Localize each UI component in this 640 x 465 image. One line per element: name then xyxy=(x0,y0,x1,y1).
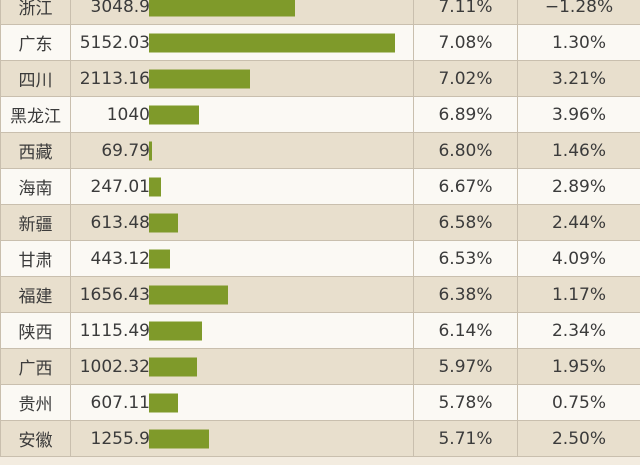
rate1-cell: 6.38% xyxy=(413,276,518,313)
value-bar xyxy=(149,33,395,52)
rate2-cell: 2.34% xyxy=(517,312,640,349)
province-name: 广东 xyxy=(0,24,71,61)
value-cell: 3048.9 xyxy=(70,0,414,25)
value-cell: 1115.49 xyxy=(70,312,414,349)
province-name: 甘肃 xyxy=(0,240,71,277)
table-row: 新疆 613.48 6.58% 2.44% xyxy=(0,204,640,241)
value-cell: 443.12 xyxy=(70,240,414,277)
rate2-cell: 1.46% xyxy=(517,132,640,169)
value-cell: 247.01 xyxy=(70,168,414,205)
rate1-cell: 5.78% xyxy=(413,384,518,421)
value-label: 607.11 xyxy=(90,392,150,413)
rate1-cell: 5.71% xyxy=(413,420,518,457)
rate2-cell: 2.89% xyxy=(517,168,640,205)
value-label: 5152.03 xyxy=(79,32,150,53)
value-cell: 613.48 xyxy=(70,204,414,241)
rate2-cell: 3.96% xyxy=(517,96,640,133)
value-cell: 607.11 xyxy=(70,384,414,421)
value-cell: 1040 xyxy=(70,96,414,133)
value-label: 1002.32 xyxy=(79,356,150,377)
table-row: 陕西 1115.49 6.14% 2.34% xyxy=(0,312,640,349)
value-bar xyxy=(149,321,202,340)
value-label: 1040 xyxy=(106,104,150,125)
value-bar xyxy=(149,105,199,124)
rate2-cell: 1.95% xyxy=(517,348,640,385)
rate2-cell: 1.17% xyxy=(517,276,640,313)
value-label: 2113.16 xyxy=(79,68,150,89)
value-bar xyxy=(149,393,178,412)
table-row: 安徽 1255.9 5.71% 2.50% xyxy=(0,420,640,457)
value-bar xyxy=(149,69,250,88)
table-row: 福建 1656.43 6.38% 1.17% xyxy=(0,276,640,313)
value-cell: 1002.32 xyxy=(70,348,414,385)
value-cell: 1255.9 xyxy=(70,420,414,457)
value-label: 3048.9 xyxy=(90,0,150,17)
table-row: 黑龙江 1040 6.89% 3.96% xyxy=(0,96,640,133)
value-label: 443.12 xyxy=(90,248,150,269)
rate1-cell: 6.80% xyxy=(413,132,518,169)
table-row: 海南 247.01 6.67% 2.89% xyxy=(0,168,640,205)
province-name: 福建 xyxy=(0,276,71,313)
province-name: 四川 xyxy=(0,60,71,97)
table-row: 广东 5152.03 7.08% 1.30% xyxy=(0,24,640,61)
table-row: 浙江 3048.9 7.11% −1.28% xyxy=(0,0,640,25)
value-bar xyxy=(149,0,295,16)
value-bar xyxy=(149,285,228,304)
value-cell: 1656.43 xyxy=(70,276,414,313)
rate2-cell: 2.50% xyxy=(517,420,640,457)
rate1-cell: 7.08% xyxy=(413,24,518,61)
value-label: 69.79 xyxy=(101,140,150,161)
rate1-cell: 6.53% xyxy=(413,240,518,277)
rate2-cell: 4.09% xyxy=(517,240,640,277)
value-label: 1255.9 xyxy=(90,428,150,449)
value-cell: 5152.03 xyxy=(70,24,414,61)
value-label: 1656.43 xyxy=(79,284,150,305)
province-name: 陕西 xyxy=(0,312,71,349)
rate2-cell: −1.28% xyxy=(517,0,640,25)
value-label: 613.48 xyxy=(90,212,150,233)
rate2-cell: 2.44% xyxy=(517,204,640,241)
value-bar xyxy=(149,429,209,448)
province-name: 安徽 xyxy=(0,420,71,457)
value-cell: 69.79 xyxy=(70,132,414,169)
table-row: 贵州 607.11 5.78% 0.75% xyxy=(0,384,640,421)
rate1-cell: 6.67% xyxy=(413,168,518,205)
province-name: 西藏 xyxy=(0,132,71,169)
value-bar xyxy=(149,249,170,268)
province-name: 海南 xyxy=(0,168,71,205)
rate1-cell: 5.97% xyxy=(413,348,518,385)
value-bar xyxy=(149,141,152,160)
province-name: 贵州 xyxy=(0,384,71,421)
value-cell: 2113.16 xyxy=(70,60,414,97)
rate1-cell: 7.02% xyxy=(413,60,518,97)
rate1-cell: 7.11% xyxy=(413,0,518,25)
table-row: 甘肃 443.12 6.53% 4.09% xyxy=(0,240,640,277)
table-row: 四川 2113.16 7.02% 3.21% xyxy=(0,60,640,97)
rate2-cell: 0.75% xyxy=(517,384,640,421)
province-name: 新疆 xyxy=(0,204,71,241)
value-bar xyxy=(149,213,178,232)
table-row: 广西 1002.32 5.97% 1.95% xyxy=(0,348,640,385)
rate1-cell: 6.89% xyxy=(413,96,518,133)
rate1-cell: 6.14% xyxy=(413,312,518,349)
table-row: 西藏 69.79 6.80% 1.46% xyxy=(0,132,640,169)
rate2-cell: 1.30% xyxy=(517,24,640,61)
rate1-cell: 6.58% xyxy=(413,204,518,241)
value-label: 1115.49 xyxy=(79,320,150,341)
province-name: 浙江 xyxy=(0,0,71,25)
province-name: 广西 xyxy=(0,348,71,385)
value-label: 247.01 xyxy=(90,176,150,197)
rate2-cell: 3.21% xyxy=(517,60,640,97)
value-bar xyxy=(149,177,161,196)
value-bar xyxy=(149,357,197,376)
province-name: 黑龙江 xyxy=(0,96,71,133)
